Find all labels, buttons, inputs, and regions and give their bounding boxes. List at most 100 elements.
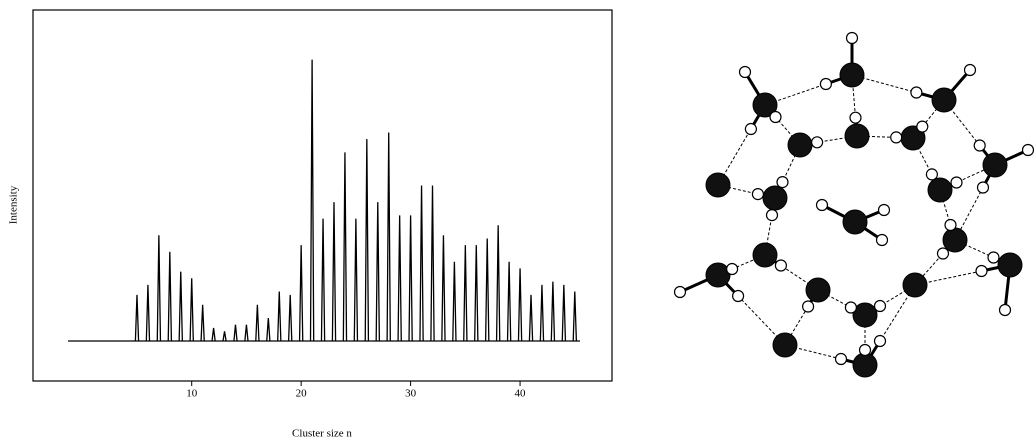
hydrogen-atom [845, 31, 859, 45]
peak [452, 261, 457, 342]
peak [320, 218, 326, 342]
plot-frame [32, 9, 613, 382]
peak [189, 278, 194, 342]
peak [134, 294, 140, 342]
hydrogen-atom [815, 198, 829, 212]
oxygen-atom [752, 242, 778, 268]
hydrogen-bond [784, 344, 866, 366]
peak [255, 304, 260, 342]
hydrogen-atom [774, 259, 788, 272]
hydrogen-atom [873, 299, 887, 313]
oxygen-atom [839, 62, 865, 88]
peak [200, 304, 205, 342]
oxygen-atom [772, 332, 798, 358]
hydrogen-bond [864, 284, 916, 366]
x-tick-label: 30 [405, 388, 417, 400]
hydrogen-atom [819, 77, 833, 91]
x-tick-label: 20 [296, 388, 308, 400]
hydrogen-atom [944, 218, 957, 232]
peak [517, 268, 523, 342]
peak [309, 59, 315, 342]
hydrogen-bond [764, 104, 801, 146]
hydrogen-atom [975, 264, 988, 278]
hydrogen-atom [776, 176, 789, 189]
oxygen-atom [705, 262, 731, 288]
hydrogen-atom [998, 303, 1012, 317]
hydrogen-atom [936, 247, 950, 260]
peak [528, 294, 534, 342]
hydrogen-atom [751, 188, 765, 201]
hydrogen-atom [976, 181, 990, 194]
hydrogen-atom [744, 122, 758, 136]
oxygen-atom [705, 172, 731, 198]
peak [364, 139, 370, 342]
hydrogen-atom [769, 110, 782, 124]
hydrogen-atom [875, 233, 889, 247]
peak [550, 281, 556, 342]
hydrogen-atom [873, 334, 887, 348]
hydrogen-bond [943, 99, 996, 166]
hydrogen-bond [851, 74, 945, 101]
peak [441, 235, 446, 342]
peak [211, 327, 216, 342]
oxygen-atom [902, 272, 928, 298]
peak [572, 291, 578, 342]
hydrogen-atom [765, 209, 779, 222]
peak [419, 185, 424, 342]
hydrogen-atom [731, 289, 745, 303]
hydrogen-atom [844, 301, 858, 314]
peak [156, 235, 162, 342]
hydrogen-bond [817, 289, 866, 316]
x-tick-label: 10 [186, 388, 198, 400]
peak [277, 291, 282, 342]
peak [430, 185, 435, 342]
hydrogen-atom [834, 352, 848, 366]
peak [463, 245, 468, 342]
peak [495, 225, 501, 342]
peak [342, 152, 348, 342]
oxygen-atom [805, 277, 831, 303]
peak [178, 271, 184, 342]
oxygen-atom [997, 252, 1023, 278]
oxygen-atom [931, 87, 957, 113]
peak [266, 318, 271, 342]
hydrogen-atom [858, 343, 872, 357]
peak [244, 324, 249, 342]
peak [222, 331, 227, 342]
oxygen-atom [787, 132, 813, 158]
oxygen-atom [982, 152, 1008, 178]
y-axis-label: Intensity [8, 185, 20, 224]
peak [484, 238, 490, 342]
hydrogen-atom [849, 111, 862, 124]
peak [397, 215, 402, 342]
hydrogen-atom [725, 262, 739, 276]
peak [474, 245, 479, 342]
hydrogen-atom [973, 139, 986, 152]
hydrogen-atom [916, 120, 929, 133]
hydrogen-atom [877, 203, 891, 217]
oxygen-atom [852, 302, 878, 328]
hydrogen-atom [925, 168, 939, 181]
peak [408, 215, 413, 342]
x-tick-label: 40 [515, 388, 527, 400]
hydrogen-atom [738, 65, 752, 79]
hydrogen-atom [987, 251, 1000, 264]
hydrogen-atom [801, 300, 815, 313]
peak [287, 294, 293, 342]
hydrogen-atom [963, 63, 977, 77]
x-axis-label: Cluster size n [292, 428, 352, 440]
hydrogen-atom [890, 131, 903, 144]
peak [331, 202, 337, 342]
oxygen-atom [942, 227, 968, 253]
peak [561, 284, 567, 342]
hydrogen-atom [950, 176, 963, 189]
peak [145, 284, 151, 342]
oxygen-atom [844, 123, 870, 149]
oxygen-atom [752, 92, 778, 118]
peak [353, 218, 359, 342]
oxygen-atom [762, 185, 788, 211]
oxygen-atom [852, 352, 878, 378]
peak [386, 132, 391, 342]
hydrogen-atom [810, 136, 824, 149]
